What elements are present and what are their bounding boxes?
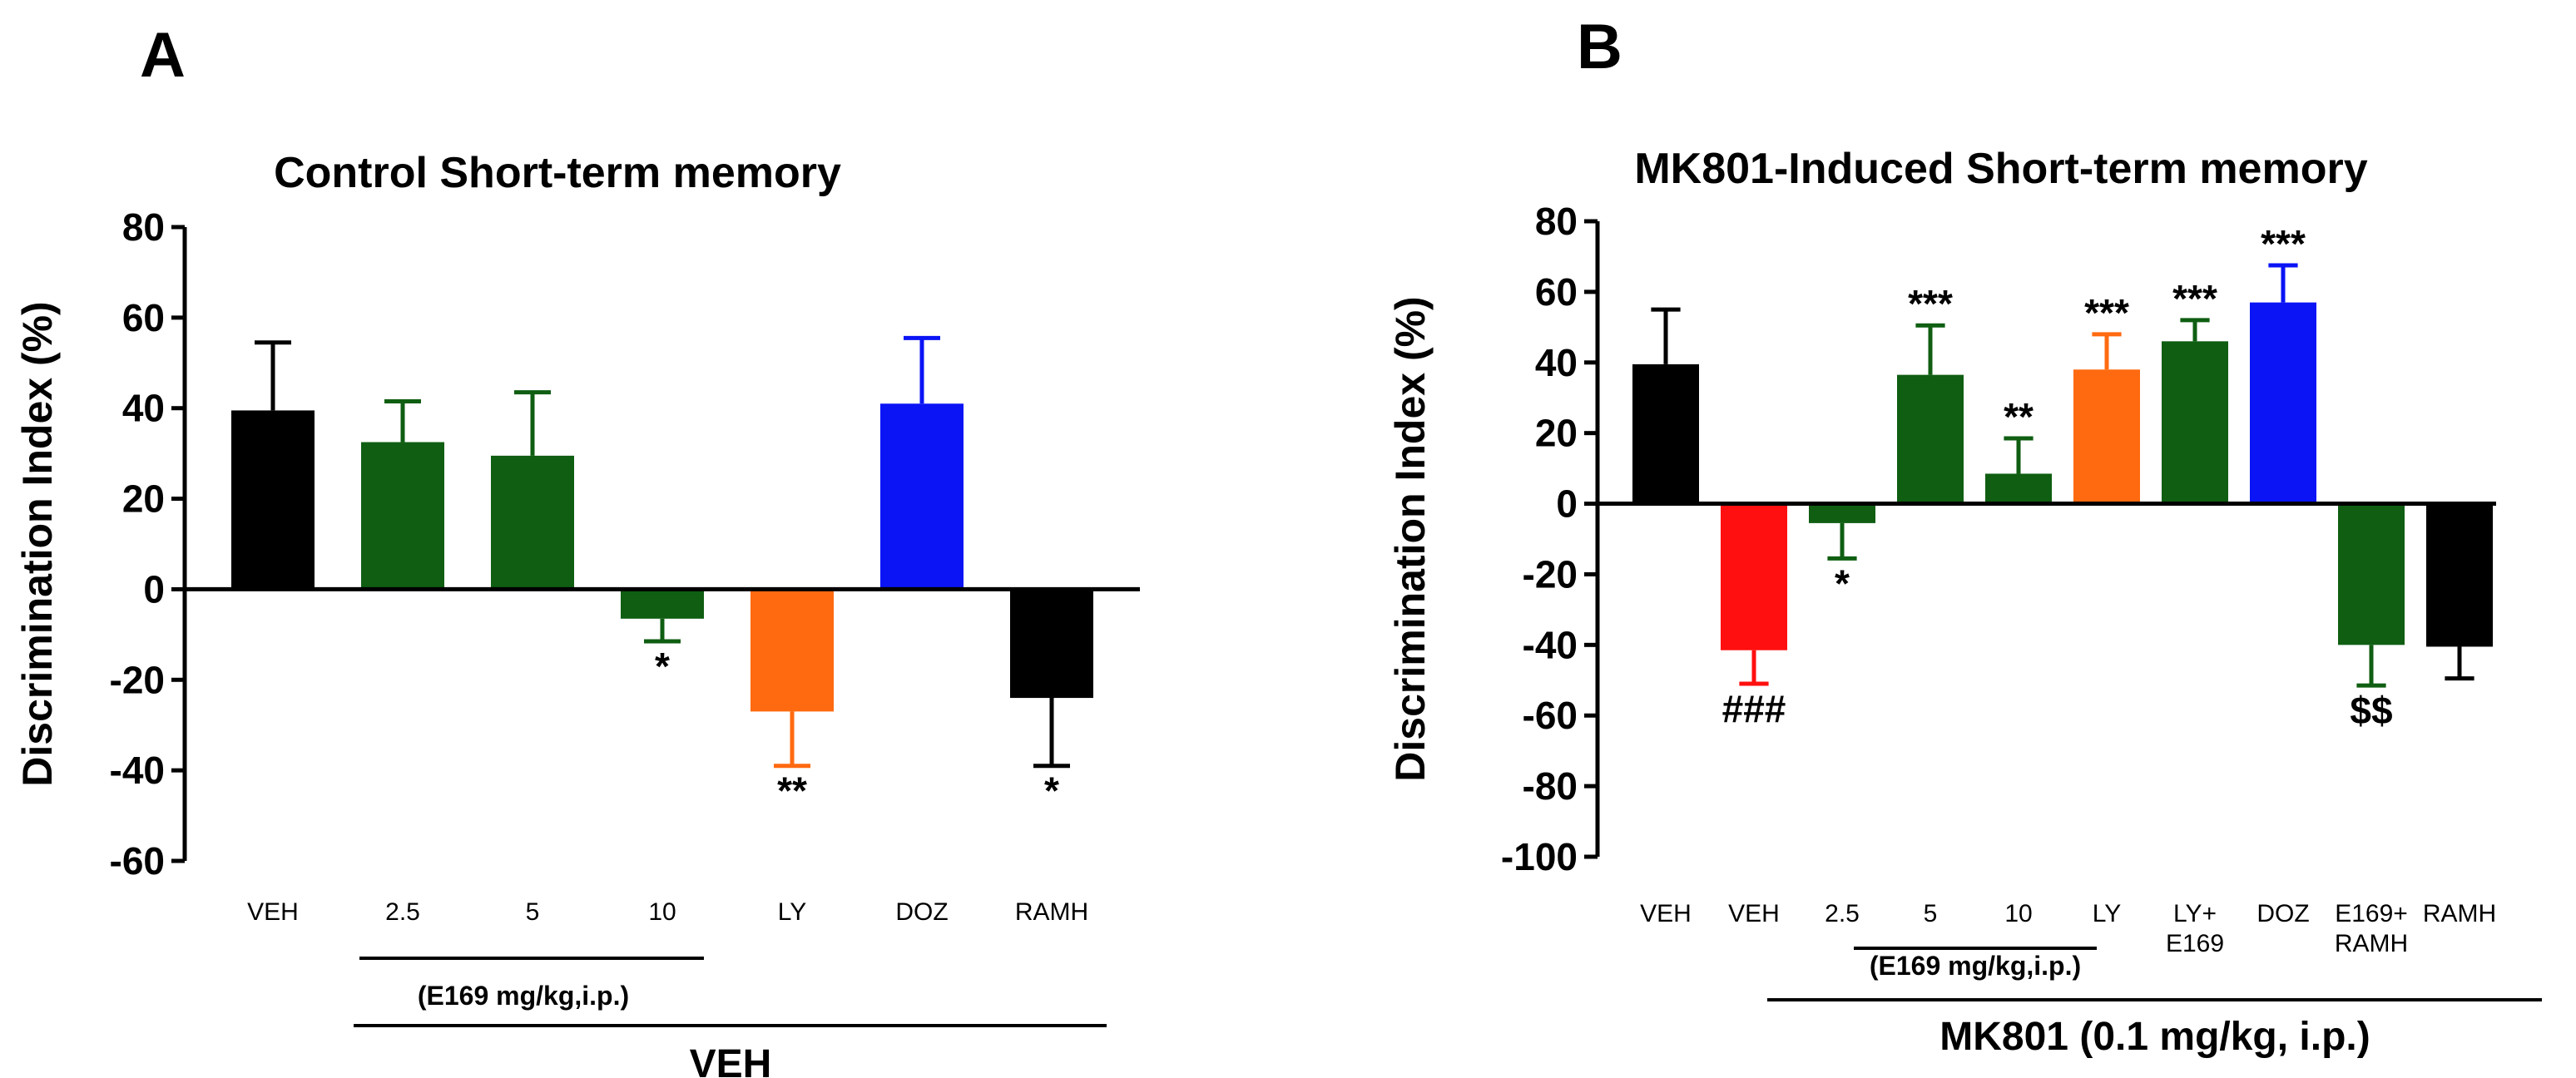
x-tick-label-line: 5 [526,898,540,926]
bar [1809,503,1875,523]
x-tick-label: RAMH [2423,900,2496,927]
x-tick-label: 2.5 [1825,900,1860,927]
panel-letter: A [140,20,186,91]
x-tick-label: 5 [1924,900,1938,927]
y-tick-label: 40 [1535,341,1578,384]
panel-b: B MK801-Induced Short-term memory 80 60 40 20… [1387,12,2542,1059]
y-tick-label: 0 [1556,482,1578,526]
y-tick-label: -60 [1523,694,1578,737]
x-tick-label: E169+ RAMH [2335,900,2408,957]
bar [231,410,315,590]
significance-marker: ** [2004,395,2034,438]
x-tick-label-line: RAMH [1015,898,1088,926]
x-tick-label: 10 [648,898,676,926]
x-tick-label: DOZ [895,898,948,926]
significance-marker: ### [1722,687,1786,730]
x-tick-label: RAMH [1015,898,1088,926]
y-tick-label: 60 [122,296,165,339]
panel-letter: B [1577,12,1622,82]
significance-marker: ** [777,769,807,813]
y-tick-label: 40 [122,387,165,430]
bar [2338,503,2405,645]
bar [2162,341,2228,504]
group-label: MK801 (0.1 mg/kg, i.p.) [1939,1015,2370,1059]
x-tick-label: VEH [1640,900,1692,927]
significance-marker: * [1835,561,1850,605]
x-tick-label: LY [778,898,806,926]
bar [1721,503,1787,650]
y-tick-label: -20 [1523,552,1578,596]
y-tick-label: -20 [110,658,165,701]
y-tick-label: 20 [1535,412,1578,455]
x-tick-label-line: E169+ [2335,900,2408,927]
bar [1985,473,2052,504]
x-tick-label-line: VEH [247,898,299,926]
subgroup-label: (E169 mg/kg,i.p.) [418,981,629,1011]
y-tick-label: 20 [122,477,165,521]
panel-a: A Control Short-term memory 80 60 40 20 0 -20 -4… [14,20,1140,1078]
x-tick-label: LY+ E169 [2166,900,2224,957]
x-tick-label-line: LY+ [2173,900,2217,927]
significance-marker: * [655,645,670,688]
x-tick-label-line: RAMH [2423,900,2496,927]
y-tick-label: -80 [1523,764,1578,808]
bar [2426,503,2493,647]
y-tick-label: 80 [122,205,165,249]
x-tick-label: VEH [1728,900,1780,927]
significance-marker: * [1044,769,1059,813]
bar [2073,369,2140,504]
x-tick-label: 2.5 [385,898,420,926]
x-tick-label: DOZ [2256,900,2309,927]
y-tick-label: -40 [1523,623,1578,666]
bar [1897,374,1964,504]
bar [1632,363,1699,504]
x-tick-label-line: LY [2093,900,2121,927]
x-tick-label-line: 2.5 [385,898,420,926]
y-tick-label: 60 [1535,270,1578,314]
bar [1010,589,1093,699]
bar [361,442,444,590]
x-tick-label-line: DOZ [2256,900,2309,927]
x-tick-label-line: LY [778,898,806,926]
significance-marker: *** [1908,282,1953,325]
significance-marker: *** [2084,291,2129,334]
chart-title: MK801-Induced Short-term memory [1634,145,2367,193]
x-tick-label-line: VEH [1640,900,1692,927]
x-tick-label-line: DOZ [895,898,948,926]
group-label: VEH [690,1042,772,1078]
y-axis-label: Discrimination Index (%) [1387,296,1434,781]
x-tick-label-line: 10 [648,898,676,926]
x-tick-label-line: 10 [2004,900,2032,927]
significance-marker: *** [2172,277,2217,320]
y-tick-label: -60 [110,839,165,883]
bar [491,455,574,590]
bar [621,589,704,619]
significance-marker: *** [2261,222,2306,265]
x-tick-label: 10 [2004,900,2032,927]
significance-marker: $$ [2350,689,2392,732]
x-tick-label-line: E169 [2166,930,2224,957]
x-tick-label-line: 5 [1924,900,1938,927]
chart-title: Control Short-term memory [274,149,841,197]
x-tick-label: LY [2093,900,2121,927]
x-tick-label-line: VEH [1728,900,1780,927]
y-tick-label: 80 [1535,200,1578,243]
y-tick-label: -40 [110,749,165,792]
x-tick-label: 5 [526,898,540,926]
bar [880,403,964,590]
subgroup-label: (E169 mg/kg,i.p.) [1870,951,2081,981]
x-tick-label-line: 2.5 [1825,900,1860,927]
bar [2250,302,2316,504]
y-axis-label: Discrimination Index (%) [14,301,61,786]
y-tick-label: -100 [1501,835,1578,878]
x-tick-label-line: RAMH [2335,930,2408,957]
y-tick-label: 0 [143,567,165,611]
x-tick-label: VEH [247,898,299,926]
bar [751,589,834,712]
